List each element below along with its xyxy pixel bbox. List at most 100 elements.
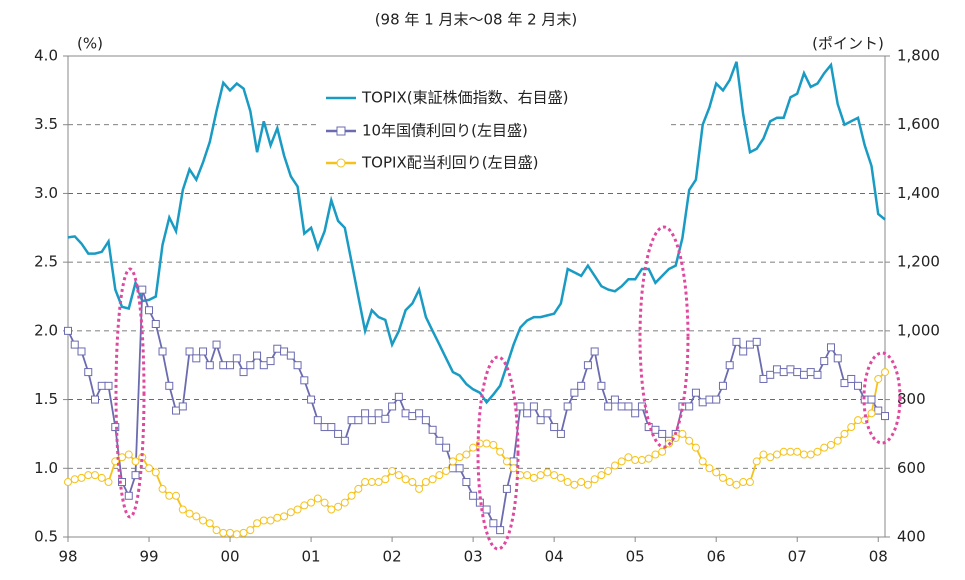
point [232, 354, 241, 363]
point [374, 478, 383, 487]
point [307, 498, 316, 507]
point [280, 512, 289, 521]
point [833, 354, 842, 363]
point [131, 457, 140, 466]
point [543, 468, 552, 477]
point [408, 478, 417, 487]
point [840, 379, 849, 388]
point [853, 416, 862, 425]
point [705, 464, 714, 473]
point [199, 516, 208, 525]
point [91, 395, 100, 404]
point [779, 368, 788, 377]
point [469, 443, 478, 452]
y2-tick-label: 1,400 [897, 184, 940, 202]
point [502, 457, 511, 466]
point [752, 337, 761, 346]
point [651, 425, 660, 434]
point [624, 453, 633, 462]
point [597, 471, 606, 480]
point [97, 473, 106, 482]
point [685, 402, 694, 411]
x-tick-label: 03 [464, 548, 483, 566]
point [205, 519, 214, 528]
point [739, 478, 748, 487]
point [867, 409, 876, 418]
point [590, 347, 599, 356]
point [192, 354, 201, 363]
x-tick-label: 01 [302, 548, 321, 566]
point [293, 505, 302, 514]
y2-tick-label: 1,600 [897, 115, 940, 133]
point [185, 347, 194, 356]
point [367, 478, 376, 487]
point [691, 443, 700, 452]
point [799, 370, 808, 379]
point [138, 285, 147, 294]
point [455, 453, 464, 462]
point [246, 361, 255, 370]
point [165, 381, 174, 390]
point [226, 528, 235, 537]
point [124, 491, 133, 500]
point [617, 402, 626, 411]
point [536, 471, 545, 480]
y-tick-label: 2.0 [34, 321, 58, 339]
point [725, 361, 734, 370]
point [658, 447, 667, 456]
point [455, 464, 464, 473]
y-tick-label: 3.5 [34, 115, 58, 133]
y-tick-label: 4.0 [34, 47, 58, 65]
point [367, 416, 376, 425]
legend: TOPIX(東証株価指数、右目盛) 10年国債利回り(左目盛) TOPIX配当利… [318, 80, 668, 180]
point [732, 480, 741, 489]
point [570, 480, 579, 489]
point [523, 471, 532, 480]
point [739, 347, 748, 356]
point [509, 464, 518, 473]
point [779, 447, 788, 456]
point [806, 368, 815, 377]
legend-box [318, 80, 668, 180]
point [583, 480, 592, 489]
point [273, 513, 282, 522]
point [590, 475, 599, 484]
point [523, 409, 532, 418]
point [421, 478, 430, 487]
legend-label: 10年国債利回り(左目盛) [362, 122, 528, 140]
point [118, 478, 127, 487]
point [563, 402, 572, 411]
point [205, 361, 214, 370]
point [212, 340, 221, 349]
y2-tick-label: 600 [897, 459, 926, 477]
point [786, 365, 795, 374]
point [826, 343, 835, 352]
point [874, 374, 883, 383]
point [428, 475, 437, 484]
point [172, 406, 181, 415]
point [394, 392, 403, 401]
point [199, 347, 208, 356]
point [577, 381, 586, 390]
point [104, 478, 113, 487]
point [496, 526, 505, 535]
point [604, 467, 613, 476]
point [145, 464, 154, 473]
point [239, 368, 248, 377]
point [273, 344, 282, 353]
point [347, 416, 356, 425]
point [145, 306, 154, 315]
point [232, 530, 241, 539]
point [253, 519, 262, 528]
point [266, 516, 275, 525]
point [766, 453, 775, 462]
highlight-ellipse [862, 351, 902, 445]
point [91, 471, 100, 480]
point [813, 370, 822, 379]
point [745, 478, 754, 487]
point [718, 381, 727, 390]
point [732, 337, 741, 346]
point [212, 526, 221, 535]
point [435, 436, 444, 445]
point [178, 402, 187, 411]
